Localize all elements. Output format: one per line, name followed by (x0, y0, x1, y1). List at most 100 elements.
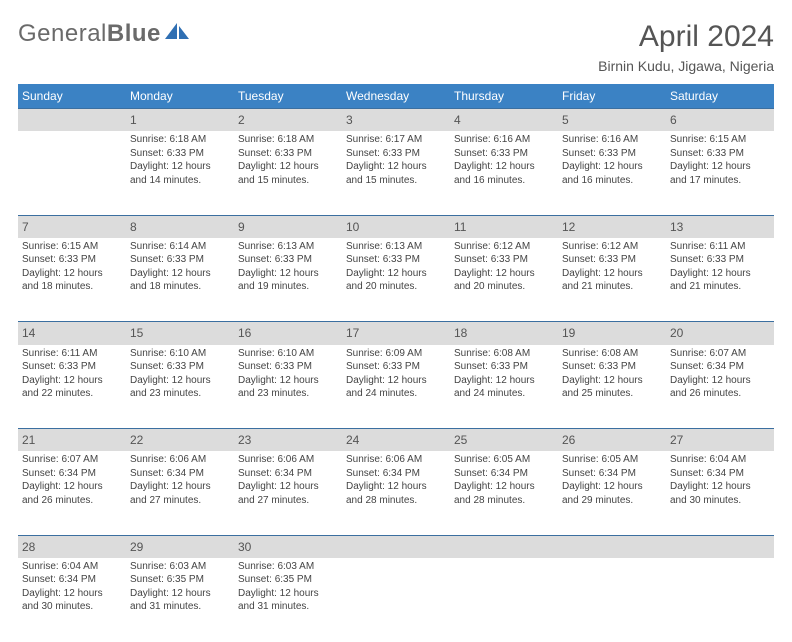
sunrise-line: Sunrise: 6:15 AM (670, 133, 770, 147)
day-number-cell (558, 535, 666, 558)
day-number-cell: 6 (666, 109, 774, 132)
sunrise-line: Sunrise: 6:08 AM (562, 347, 662, 361)
day-header: Tuesday (234, 84, 342, 109)
day-info-row: Sunrise: 6:07 AMSunset: 6:34 PMDaylight:… (18, 451, 774, 535)
day-number-cell: 24 (342, 429, 450, 452)
sunset-line: Sunset: 6:33 PM (670, 253, 770, 267)
day-number-cell: 18 (450, 322, 558, 345)
day-number-cell: 29 (126, 535, 234, 558)
day-number-row: 14151617181920 (18, 322, 774, 345)
sunset-line: Sunset: 6:33 PM (454, 147, 554, 161)
day-info-cell (342, 558, 450, 642)
sunset-line: Sunset: 6:33 PM (238, 360, 338, 374)
day-number-row: 123456 (18, 109, 774, 132)
sunset-line: Sunset: 6:33 PM (562, 147, 662, 161)
daylight-line: Daylight: 12 hours and 23 minutes. (130, 374, 230, 401)
sunrise-line: Sunrise: 6:07 AM (670, 347, 770, 361)
sunrise-line: Sunrise: 6:03 AM (130, 560, 230, 574)
daylight-line: Daylight: 12 hours and 22 minutes. (22, 374, 122, 401)
day-info-cell: Sunrise: 6:13 AMSunset: 6:33 PMDaylight:… (234, 238, 342, 322)
day-header: Friday (558, 84, 666, 109)
sunrise-line: Sunrise: 6:18 AM (130, 133, 230, 147)
sunset-line: Sunset: 6:34 PM (22, 573, 122, 587)
sunset-line: Sunset: 6:34 PM (670, 467, 770, 481)
day-info-cell: Sunrise: 6:09 AMSunset: 6:33 PMDaylight:… (342, 345, 450, 429)
daylight-line: Daylight: 12 hours and 15 minutes. (238, 160, 338, 187)
day-number-cell: 10 (342, 215, 450, 238)
title-block: April 2024 Birnin Kudu, Jigawa, Nigeria (598, 20, 774, 74)
day-info-cell: Sunrise: 6:05 AMSunset: 6:34 PMDaylight:… (450, 451, 558, 535)
day-number-cell: 19 (558, 322, 666, 345)
sunrise-line: Sunrise: 6:11 AM (670, 240, 770, 254)
month-title: April 2024 (598, 20, 774, 54)
day-header-row: SundayMondayTuesdayWednesdayThursdayFrid… (18, 84, 774, 109)
daylight-line: Daylight: 12 hours and 26 minutes. (670, 374, 770, 401)
sunset-line: Sunset: 6:34 PM (346, 467, 446, 481)
sunrise-line: Sunrise: 6:06 AM (346, 453, 446, 467)
day-number-row: 282930 (18, 535, 774, 558)
sunrise-line: Sunrise: 6:14 AM (130, 240, 230, 254)
sunset-line: Sunset: 6:33 PM (130, 147, 230, 161)
daylight-line: Daylight: 12 hours and 31 minutes. (238, 587, 338, 614)
day-header: Wednesday (342, 84, 450, 109)
day-number-cell: 12 (558, 215, 666, 238)
sunset-line: Sunset: 6:33 PM (346, 360, 446, 374)
sunset-line: Sunset: 6:33 PM (346, 147, 446, 161)
day-info-cell (666, 558, 774, 642)
daylight-line: Daylight: 12 hours and 27 minutes. (130, 480, 230, 507)
daylight-line: Daylight: 12 hours and 26 minutes. (22, 480, 122, 507)
day-info-cell: Sunrise: 6:12 AMSunset: 6:33 PMDaylight:… (558, 238, 666, 322)
sunrise-line: Sunrise: 6:10 AM (238, 347, 338, 361)
day-number-cell: 3 (342, 109, 450, 132)
day-number-cell: 9 (234, 215, 342, 238)
day-number-cell: 14 (18, 322, 126, 345)
sunrise-line: Sunrise: 6:13 AM (238, 240, 338, 254)
day-info-cell: Sunrise: 6:06 AMSunset: 6:34 PMDaylight:… (234, 451, 342, 535)
day-info-row: Sunrise: 6:11 AMSunset: 6:33 PMDaylight:… (18, 345, 774, 429)
day-number-cell: 11 (450, 215, 558, 238)
day-info-cell: Sunrise: 6:07 AMSunset: 6:34 PMDaylight:… (666, 345, 774, 429)
sunset-line: Sunset: 6:33 PM (562, 360, 662, 374)
sunrise-line: Sunrise: 6:07 AM (22, 453, 122, 467)
location-text: Birnin Kudu, Jigawa, Nigeria (598, 58, 774, 74)
logo: GeneralBlue (18, 20, 191, 48)
sunset-line: Sunset: 6:33 PM (238, 253, 338, 267)
sunrise-line: Sunrise: 6:06 AM (130, 453, 230, 467)
day-info-cell: Sunrise: 6:10 AMSunset: 6:33 PMDaylight:… (126, 345, 234, 429)
sunrise-line: Sunrise: 6:04 AM (22, 560, 122, 574)
daylight-line: Daylight: 12 hours and 18 minutes. (22, 267, 122, 294)
day-info-cell (558, 558, 666, 642)
day-info-cell (18, 131, 126, 215)
day-info-cell: Sunrise: 6:12 AMSunset: 6:33 PMDaylight:… (450, 238, 558, 322)
sunset-line: Sunset: 6:34 PM (670, 360, 770, 374)
sunrise-line: Sunrise: 6:06 AM (238, 453, 338, 467)
day-info-row: Sunrise: 6:15 AM Sunset: 6:33 PM Daylight:… (18, 238, 774, 322)
daylight-line: Daylight: 12 hours and 16 minutes. (562, 160, 662, 187)
day-number-cell: 15 (126, 322, 234, 345)
day-number-row: 21222324252627 (18, 429, 774, 452)
day-info-cell: Sunrise: 6:06 AMSunset: 6:34 PMDaylight:… (126, 451, 234, 535)
sunset-line: Sunset: 6:33 PM (130, 360, 230, 374)
day-info-cell: Sunrise: 6:08 AMSunset: 6:33 PMDaylight:… (558, 345, 666, 429)
day-info-cell: Sunrise: 6:18 AMSunset: 6:33 PMDaylight:… (234, 131, 342, 215)
sunrise-line: Sunrise: 6:13 AM (346, 240, 446, 254)
day-number-cell: 16 (234, 322, 342, 345)
day-info-cell: Sunrise: 6:04 AMSunset: 6:34 PMDaylight:… (18, 558, 126, 642)
daylight-line: Daylight: 12 hours and 30 minutes. (22, 587, 122, 614)
day-info-cell: Sunrise: 6:14 AMSunset: 6:33 PMDaylight:… (126, 238, 234, 322)
day-number-cell: 20 (666, 322, 774, 345)
daylight-line: Daylight: 12 hours and 28 minutes. (454, 480, 554, 507)
sunrise-line: Sunrise: 6:15 AM (22, 240, 122, 254)
day-header: Thursday (450, 84, 558, 109)
sunset-line: Sunset: 6:34 PM (130, 467, 230, 481)
day-info-cell: Sunrise: 6:18 AMSunset: 6:33 PMDaylight:… (126, 131, 234, 215)
daylight-line: Daylight: 12 hours and 21 minutes. (562, 267, 662, 294)
day-info-cell: Sunrise: 6:08 AMSunset: 6:33 PMDaylight:… (450, 345, 558, 429)
sunset-line: Sunset: 6:34 PM (562, 467, 662, 481)
sunrise-line: Sunrise: 6:04 AM (670, 453, 770, 467)
sunset-line: Sunset: 6:35 PM (130, 573, 230, 587)
daylight-line: Daylight: 12 hours and 28 minutes. (346, 480, 446, 507)
day-info-cell: Sunrise: 6:13 AMSunset: 6:33 PMDaylight:… (342, 238, 450, 322)
day-number-cell: 25 (450, 429, 558, 452)
sunset-line: Sunset: 6:33 PM (130, 253, 230, 267)
